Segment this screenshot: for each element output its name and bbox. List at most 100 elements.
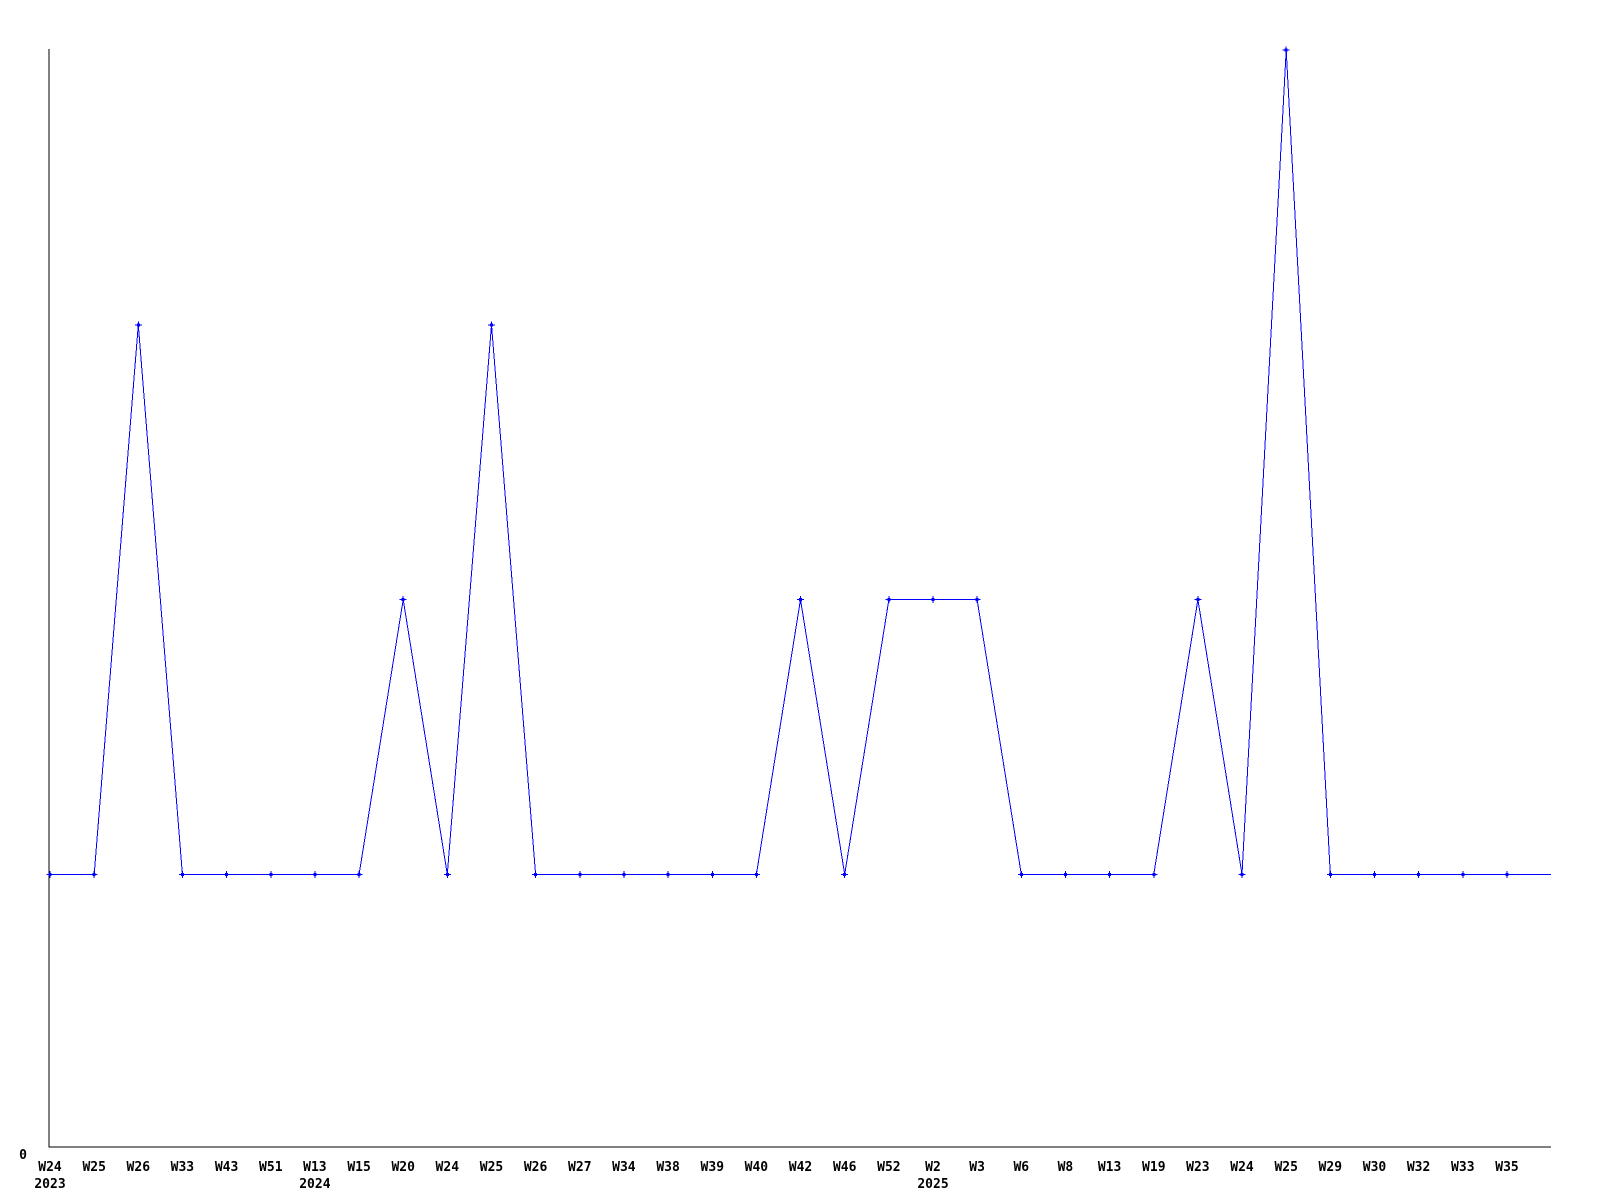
data-point-marker	[355, 870, 363, 878]
x-tick-label: W15	[347, 1160, 370, 1175]
x-tick-label: W24	[1230, 1160, 1254, 1175]
x-tick-label: W24	[38, 1160, 62, 1175]
data-point-marker	[973, 596, 981, 604]
marker-center-dot	[48, 872, 52, 876]
marker-center-dot	[1240, 872, 1244, 876]
data-point-marker	[178, 870, 186, 878]
data-point-marker	[1326, 870, 1334, 878]
x-tick-label: W13	[1098, 1160, 1121, 1175]
x-tick-label: W6	[1013, 1160, 1029, 1175]
marker-center-dot	[225, 872, 229, 876]
axes	[48, 49, 1551, 1148]
marker-center-dot	[534, 872, 538, 876]
data-point-marker	[1238, 870, 1246, 878]
marker-center-dot	[269, 872, 273, 876]
marker-center-dot	[1196, 598, 1200, 602]
x-tick-labels: W24 W25 W26 W33 W43 W51 W13 W15 W20 W24 W25 W26 W27 W…	[38, 1160, 1518, 1175]
data-point-marker	[1503, 870, 1511, 878]
marker-center-dot	[490, 323, 493, 327]
x-tick-label: W26	[127, 1160, 151, 1175]
marker-center-dot	[1505, 872, 1509, 876]
x-tick-label: W40	[745, 1160, 769, 1175]
marker-center-dot	[1019, 872, 1023, 876]
marker-center-dot	[313, 872, 317, 876]
marker-center-dot	[357, 872, 361, 876]
marker-center-dot	[843, 872, 847, 876]
x-tick-label: W51	[259, 1160, 283, 1175]
y-tick-label-zero: 0	[19, 1148, 27, 1163]
marker-center-dot	[622, 872, 626, 876]
data-point-markers	[46, 46, 1511, 878]
marker-center-dot	[1284, 48, 1288, 52]
x-tick-label: W30	[1363, 1160, 1387, 1175]
marker-center-dot	[1063, 872, 1067, 876]
marker-center-dot	[1417, 872, 1421, 876]
data-point-marker	[1459, 870, 1467, 878]
data-point-marker	[90, 870, 98, 878]
x-tick-label: W34	[612, 1160, 636, 1175]
x-tick-label: W39	[701, 1160, 724, 1175]
marker-center-dot	[578, 872, 582, 876]
x-tick-label: W29	[1319, 1160, 1342, 1175]
data-point-marker	[885, 596, 893, 604]
marker-center-dot	[799, 598, 803, 602]
data-point-marker	[1415, 870, 1423, 878]
data-point-marker	[664, 870, 672, 878]
data-point-marker	[46, 870, 54, 878]
x-tick-label: W23	[1186, 1160, 1209, 1175]
x-tick-label: W35	[1495, 1160, 1518, 1175]
x-year-label: 2025	[917, 1177, 948, 1192]
x-tick-label: W42	[789, 1160, 812, 1175]
data-point-marker	[267, 870, 275, 878]
marker-center-dot	[1152, 872, 1156, 876]
x-tick-label: W33	[1451, 1160, 1474, 1175]
marker-center-dot	[445, 872, 449, 876]
x-tick-label: W3	[969, 1160, 985, 1175]
x-tick-label: W43	[215, 1160, 238, 1175]
marker-center-dot	[1373, 872, 1376, 876]
data-point-marker	[311, 870, 319, 878]
x-year-label: 2023	[34, 1177, 65, 1192]
x-tick-label: W20	[391, 1160, 415, 1175]
x-year-label: 2024	[299, 1177, 330, 1192]
x-tick-label: W24	[436, 1160, 460, 1175]
data-point-marker	[1371, 870, 1378, 878]
data-point-marker	[1282, 46, 1290, 54]
x-tick-label: W52	[877, 1160, 900, 1175]
x-tick-label: W8	[1058, 1160, 1074, 1175]
data-point-marker	[488, 321, 495, 329]
data-point-marker	[223, 870, 231, 878]
marker-center-dot	[401, 598, 405, 602]
data-point-marker	[134, 321, 142, 329]
x-tick-label: W38	[656, 1160, 680, 1175]
data-point-marker	[443, 870, 451, 878]
data-point-marker	[797, 596, 805, 604]
x-tick-label: W19	[1142, 1160, 1165, 1175]
data-point-marker	[532, 870, 540, 878]
marker-center-dot	[92, 872, 96, 876]
x-year-labels: 2023 2024 2025	[34, 1177, 948, 1192]
marker-center-dot	[666, 872, 670, 876]
data-point-marker	[1106, 870, 1114, 878]
data-point-marker	[620, 870, 628, 878]
marker-center-dot	[931, 598, 935, 602]
data-point-marker	[708, 870, 716, 878]
marker-center-dot	[1461, 872, 1465, 876]
marker-center-dot	[754, 872, 758, 876]
marker-center-dot	[1328, 872, 1332, 876]
x-tick-label: W33	[171, 1160, 194, 1175]
x-tick-label: W26	[524, 1160, 548, 1175]
data-point-marker	[841, 870, 849, 878]
marker-center-dot	[1108, 872, 1112, 876]
data-point-marker	[1194, 596, 1202, 604]
x-tick-label: W46	[833, 1160, 857, 1175]
marker-center-dot	[136, 323, 140, 327]
x-tick-label: W25	[1274, 1160, 1297, 1175]
data-point-marker	[752, 870, 760, 878]
x-tick-label: W27	[568, 1160, 591, 1175]
data-point-marker	[576, 870, 584, 878]
marker-center-dot	[180, 872, 184, 876]
data-point-marker	[1150, 870, 1158, 878]
